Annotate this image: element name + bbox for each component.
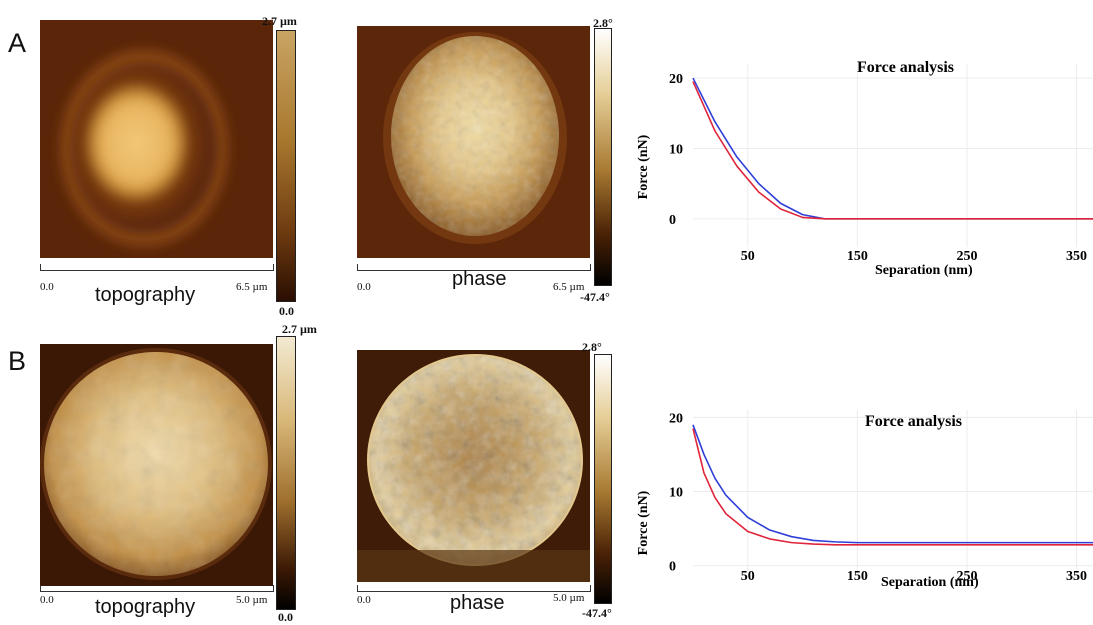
scale-bar-topography-a [40, 264, 274, 271]
scale-end-topography-a: 6.5 µm [236, 281, 268, 293]
scale-start-topography-a: 0.0 [40, 281, 54, 293]
chart-a-ylabel: Force (nN) [636, 134, 651, 199]
x-tick-label: 250 [956, 569, 977, 584]
colorbar-max-phase-b: 2.8° [582, 340, 602, 354]
y-tick-label: 10 [669, 142, 683, 157]
scale-end-topography-b: 5.0 µm [236, 594, 268, 606]
x-tick-label: 250 [956, 249, 977, 264]
series-line-1 [692, 428, 1093, 546]
colorbar-min-phase-a: -47.4° [580, 290, 610, 304]
colorbar-max-topography-a: 2.7 µm [262, 14, 297, 28]
caption-phase-a: phase [452, 268, 507, 290]
afm-phase-image-a [357, 26, 590, 258]
y-tick-label: 0 [669, 560, 676, 575]
caption-topography-b: topography [95, 596, 196, 618]
panel-label-a: A [8, 28, 27, 58]
chart-a-xlabel: Separation (nm) [875, 263, 973, 278]
x-tick-label: 350 [1066, 569, 1087, 584]
chart-b-grid [693, 410, 1093, 573]
afm-phase-image-b [357, 350, 590, 582]
chart-b-ylabel: Force (nN) [636, 490, 651, 555]
scale-bar-phase-b [357, 585, 591, 592]
y-tick-label: 0 [669, 213, 676, 228]
scale-start-topography-b: 0.0 [40, 594, 54, 606]
series-line-1 [692, 81, 1093, 220]
caption-phase-b: phase [450, 592, 505, 614]
scale-end-phase-b: 5.0 µm [553, 592, 585, 604]
colorbar-phase-a [594, 28, 612, 286]
chart-a-title: Force analysis [857, 59, 954, 76]
x-tick-label: 350 [1066, 249, 1087, 264]
x-tick-label: 50 [741, 569, 755, 584]
caption-topography-a: topography [95, 284, 196, 306]
x-tick-label: 150 [847, 569, 868, 584]
x-tick-label: 150 [847, 249, 868, 264]
colorbar-max-phase-a: 2.8° [593, 16, 613, 30]
y-tick-label: 20 [669, 411, 683, 426]
force-chart-b: Force analysis Force (nN) Separation (nm… [636, 410, 1093, 590]
colorbar-topography-a [276, 30, 296, 302]
colorbar-topography-b [276, 336, 296, 610]
scale-end-phase-a: 6.5 µm [553, 281, 585, 293]
y-tick-label: 20 [669, 72, 683, 87]
x-tick-label: 50 [741, 249, 755, 264]
afm-topography-image-a [40, 20, 273, 258]
chart-b-xlabel: Separation (nm) [881, 575, 979, 590]
colorbar-max-topography-b: 2.7 µm [282, 322, 317, 336]
colorbar-min-topography-b: 0.0 [278, 610, 293, 624]
afm-topography-image-b [40, 344, 273, 586]
panel-label-b: B [8, 346, 27, 376]
scale-start-phase-b: 0.0 [357, 594, 371, 606]
colorbar-phase-b [594, 354, 612, 604]
scale-bar-topography-b [40, 585, 274, 592]
colorbar-min-topography-a: 0.0 [279, 304, 294, 318]
scale-bar-phase-a [357, 264, 591, 271]
y-tick-label: 10 [669, 486, 683, 501]
series-line-0 [692, 424, 1093, 544]
colorbar-min-phase-b: -47.4° [582, 606, 612, 620]
force-chart-a: Force analysis Force (nN) Separation (nm… [636, 59, 1093, 278]
scale-start-phase-a: 0.0 [357, 281, 371, 293]
chart-b-title: Force analysis [865, 413, 962, 430]
